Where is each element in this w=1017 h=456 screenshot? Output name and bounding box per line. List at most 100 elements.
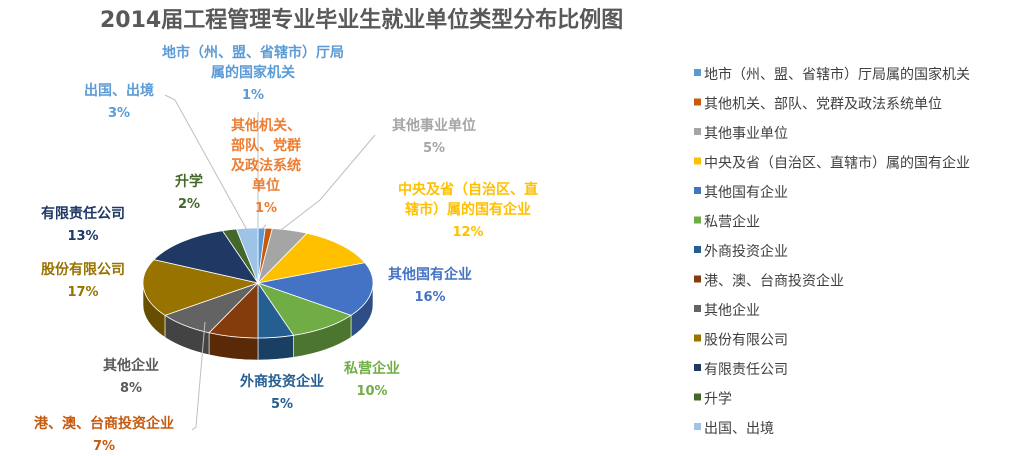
legend-item: 港、澳、台商投资企业 [694,273,844,290]
slice-中央及省-自治区-直辖市-属的国有企业 [256,232,366,284]
leader-line [261,224,267,230]
legend-item: 其他事业单位 [694,126,788,142]
slice-percent: 2% [178,197,200,212]
slice-label: 港、澳、台商投资企业 [34,415,174,432]
slice-外商投资企业-side [257,334,294,361]
slice-label: 其他国有企业 [388,266,472,283]
legend-swatch [694,128,701,135]
slice-有限责任公司 [153,230,259,284]
legend-item: 其他企业 [694,302,760,319]
legend-label: 地市（州、盟、省辖市）厅局属的国家机关 [704,66,970,83]
legend-item: 有限责任公司 [694,362,788,378]
legend-swatch [694,334,701,342]
slice-label: 单位 [252,177,280,194]
legend-label: 有限责任公司 [704,362,788,378]
legend-swatch [694,98,701,106]
data-labels: 地市（州、盟、省辖市）厅局属的国家机关 1% 其他机关、部队、党群及政法系统单位 1%… [34,44,538,454]
slice-label: 其他企业 [103,357,159,374]
legend-label: 升学 [704,392,732,408]
slice-label: 私营企业 [344,360,400,377]
slice-label: 外商投资企业 [240,373,324,390]
legend-swatch [694,187,701,194]
data-label: 其他事业单位 5% [392,117,476,156]
legend-label: 外商投资企业 [704,243,788,260]
data-label: 出国、出境 3% [84,82,154,121]
leader-line [280,134,376,231]
legend-label: 中央及省（自治区、直辖市）属的国有企业 [704,155,970,172]
legend: 地市（州、盟、省辖市）厅局属的国家机关其他机关、部队、党群及政法系统单位其他事业… [694,66,970,437]
legend-swatch [694,393,701,401]
slice-label: 中央及省（自治区、直 [398,181,538,198]
slice-label: 出国、出境 [84,82,154,99]
data-label: 港、澳、台商投资企业 7% [34,415,174,454]
slice-label: 属的国家机关 [211,64,295,81]
slice-percent: 16% [414,290,445,305]
slice-percent: 3% [108,106,130,121]
legend-swatch [694,364,701,371]
chart-title: 2014届工程管理专业毕业生就业单位类型分布比例图 [100,7,623,33]
legend-item: 股份有限公司 [694,333,788,349]
pie-sides [142,282,374,361]
legend-swatch [694,305,701,312]
data-label: 其他国有企业 16% [388,266,472,305]
slice-percent: 12% [452,225,483,240]
slice-percent: 5% [271,397,293,412]
slice-label: 有限责任公司 [41,205,125,222]
slice-percent: 5% [423,141,445,156]
slice-percent: 7% [93,439,115,454]
legend-label: 出国、出境 [704,421,774,437]
slice-股份有限公司 [142,259,260,316]
legend-swatch [694,216,701,224]
leader-line [191,321,206,431]
slice-label: 升学 [175,173,203,190]
slice-其他国有企业 [256,262,374,316]
legend-label: 其他国有企业 [704,184,788,201]
legend-item: 外商投资企业 [694,243,788,260]
slice-label: 其他机关、 [231,117,301,134]
pie-slices [142,227,374,339]
legend-item: 出国、出境 [694,421,774,437]
slice-percent: 10% [356,384,387,399]
slice-label: 部队、党群 [231,137,301,154]
legend-label: 私营企业 [704,214,760,231]
legend-swatch [694,69,701,76]
legend-item: 地市（州、盟、省辖市）厅局属的国家机关 [694,66,970,83]
legend-item: 私营企业 [694,214,760,231]
slice-percent: 8% [120,381,142,396]
legend-item: 中央及省（自治区、直辖市）属的国有企业 [694,155,970,172]
slice-label: 地市（州、盟、省辖市）厅局 [162,44,344,61]
slice-percent: 1% [242,88,264,103]
leader-line [164,94,248,231]
data-label: 其他机关、部队、党群及政法系统单位 1% [231,117,301,216]
legend-swatch [694,246,701,253]
legend-item: 其他机关、部队、党群及政法系统单位 [694,97,942,113]
slice-percent: 1% [255,201,277,216]
data-label: 私营企业 10% [344,360,400,399]
legend-label: 股份有限公司 [704,333,788,349]
data-label: 外商投资企业 5% [240,373,324,412]
slice-label: 辖市）属的国有企业 [405,201,531,218]
data-label: 升学 2% [175,173,203,212]
legend-item: 升学 [694,392,732,408]
data-label: 中央及省（自治区、直辖市）属的国有企业 12% [398,181,538,240]
slice-percent: 17% [67,285,98,300]
data-label: 地市（州、盟、省辖市）厅局属的国家机关 1% [162,44,344,103]
legend-label: 其他企业 [704,302,760,319]
slice-label: 其他事业单位 [392,117,476,134]
data-label: 有限责任公司 13% [41,205,125,244]
legend-item: 其他国有企业 [694,184,788,201]
slice-私营企业 [256,282,352,336]
legend-swatch [694,275,701,283]
slice-label: 及政法系统 [231,157,301,174]
legend-swatch [694,423,701,430]
data-label: 其他企业 8% [103,357,159,396]
legend-label: 港、澳、台商投资企业 [704,273,844,290]
legend-label: 其他机关、部队、党群及政法系统单位 [704,97,942,113]
legend-swatch [694,157,701,165]
data-label: 股份有限公司 17% [41,261,125,300]
slice-percent: 13% [67,229,98,244]
slice-label: 股份有限公司 [41,261,125,278]
legend-label: 其他事业单位 [704,126,788,142]
leader-lines [164,94,376,431]
